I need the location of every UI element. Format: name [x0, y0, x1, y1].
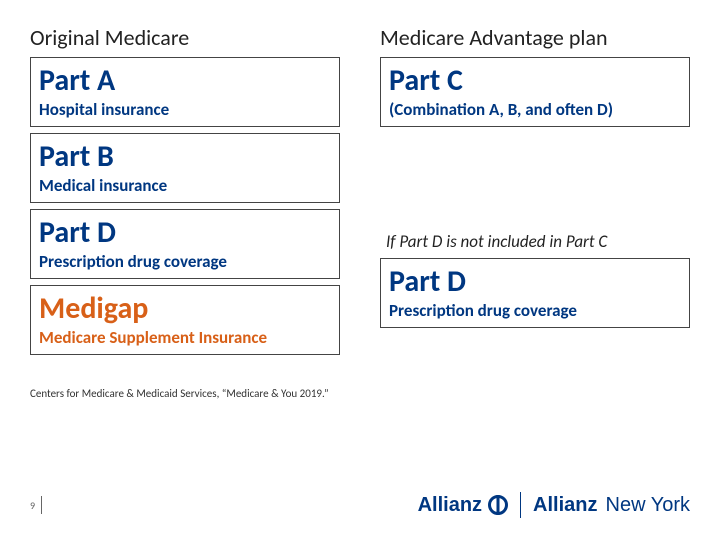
source-citation: Centers for Medicare & Medicaid Services…	[30, 387, 690, 400]
part-b-block: Part B Medical insurance	[30, 133, 340, 203]
brand-word-2: Allianz	[533, 494, 597, 517]
right-header: Medicare Advantage plan	[380, 24, 690, 51]
part-d-left-title: Part D	[39, 214, 331, 251]
part-d-right-sub: Prescription drug coverage	[389, 300, 681, 321]
part-a-sub: Hospital insurance	[39, 99, 331, 120]
part-d-left-sub: Prescription drug coverage	[39, 251, 331, 272]
spacer	[380, 133, 690, 211]
brand-lockup: Allianz Allianz New York	[418, 492, 690, 518]
left-header: Original Medicare	[30, 24, 340, 51]
brand-separator	[520, 492, 521, 518]
part-b-sub: Medical insurance	[39, 175, 331, 196]
part-a-title: Part A	[39, 62, 331, 99]
part-b-title: Part B	[39, 138, 331, 175]
medigap-block: Medigap Medicare Supplement Insurance	[30, 285, 340, 355]
part-d-left-block: Part D Prescription drug coverage	[30, 209, 340, 279]
brand-word-1: Allianz	[418, 494, 482, 517]
slide: Original Medicare Part A Hospital insura…	[0, 0, 720, 540]
part-d-right-block: Part D Prescription drug coverage	[380, 258, 690, 328]
left-column: Original Medicare Part A Hospital insura…	[30, 24, 340, 361]
part-c-title: Part C	[389, 62, 681, 99]
part-c-block: Part C (Combination A, B, and often D)	[380, 57, 690, 127]
part-a-block: Part A Hospital insurance	[30, 57, 340, 127]
page-number-value: 9	[30, 499, 35, 512]
part-d-right-title: Part D	[389, 263, 681, 300]
page-number: 9	[30, 496, 42, 514]
medigap-sub: Medicare Supplement Insurance	[39, 327, 331, 348]
page-number-divider	[41, 496, 42, 514]
part-d-note: If Part D is not included in Part C	[386, 231, 690, 252]
right-column: Medicare Advantage plan Part C (Combinat…	[380, 24, 690, 361]
part-c-sub: (Combination A, B, and often D)	[389, 99, 681, 120]
columns: Original Medicare Part A Hospital insura…	[30, 24, 690, 361]
footer: 9 Allianz Allianz New York	[30, 492, 690, 518]
allianz-logo-icon	[488, 495, 508, 515]
brand-suffix: New York	[606, 494, 691, 517]
medigap-title: Medigap	[39, 290, 331, 327]
